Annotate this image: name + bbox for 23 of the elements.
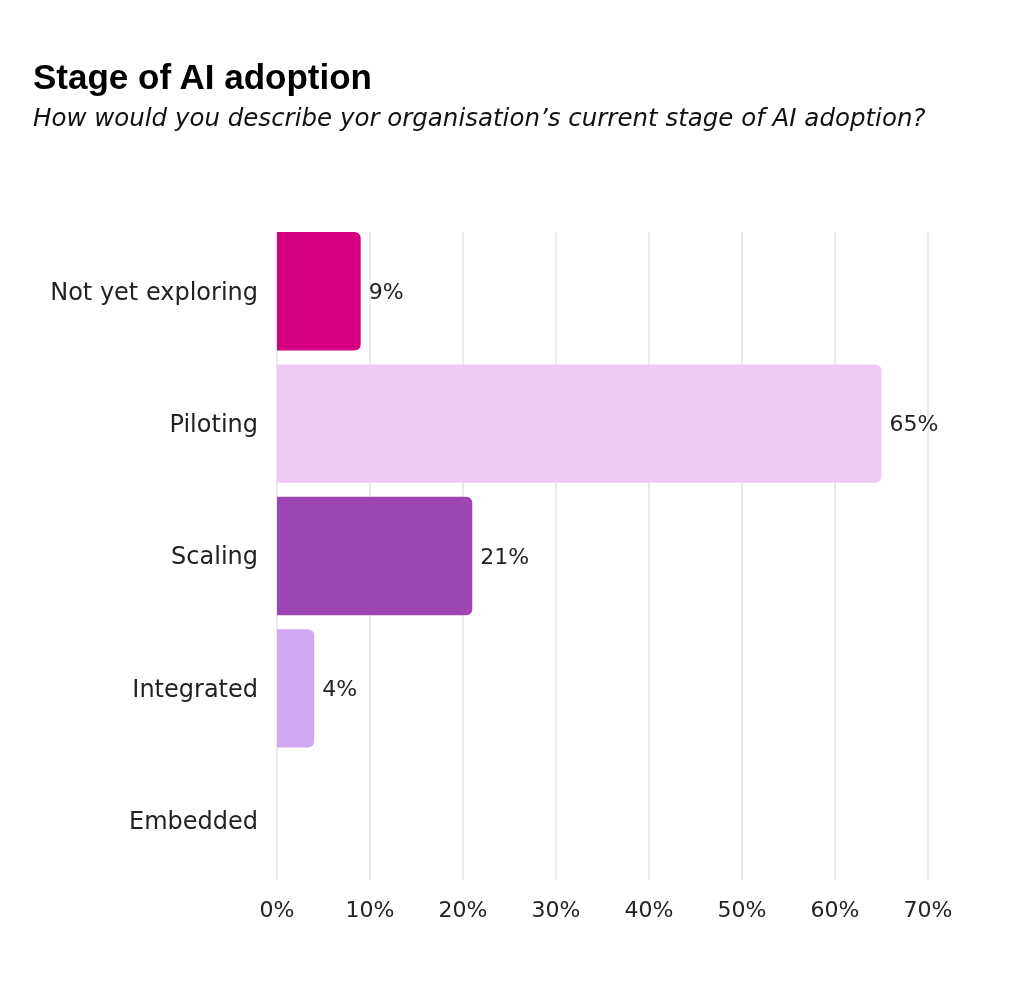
y-tick-label: Integrated: [132, 674, 258, 703]
data-label: 9%: [368, 278, 404, 304]
x-tick-label: 60%: [810, 897, 860, 922]
y-tick-label: Scaling: [171, 542, 258, 571]
y-tick-label: Not yet exploring: [50, 277, 258, 306]
y-tick-label: Piloting: [169, 410, 258, 439]
x-tick-label: 40%: [624, 897, 674, 922]
x-tick-label: 20%: [438, 897, 488, 922]
x-tick-label: 30%: [531, 897, 581, 922]
bar: [277, 629, 315, 748]
chart-subtitle: How would you describe yor organisation’s current stage of AI adoption?: [33, 103, 926, 132]
bar: [277, 496, 473, 616]
chart-title: Stage of AI adoption: [33, 57, 372, 96]
x-tick-label: 50%: [717, 897, 767, 922]
x-tick-label: 10%: [345, 897, 395, 922]
bar: [277, 232, 361, 351]
x-tick-label: 70%: [903, 897, 953, 922]
data-label: 65%: [889, 411, 939, 437]
data-label: 21%: [480, 543, 530, 569]
data-label: 4%: [322, 676, 358, 702]
y-tick-label: Embedded: [128, 807, 258, 836]
bar: [277, 364, 882, 483]
x-tick-label: 0%: [259, 897, 295, 922]
